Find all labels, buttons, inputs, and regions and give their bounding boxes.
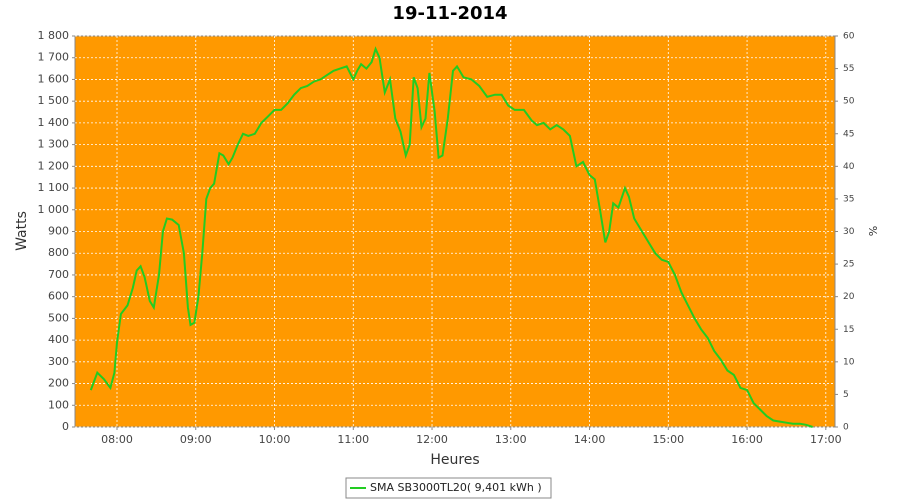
y-tick-label: 100 bbox=[48, 398, 69, 411]
y2-tick-label: 25 bbox=[843, 260, 854, 270]
y2-tick-label: 60 bbox=[843, 32, 855, 42]
y-tick-label: 200 bbox=[48, 377, 69, 390]
x-tick-label: 13:00 bbox=[495, 433, 527, 446]
y-tick-label: 1 700 bbox=[38, 51, 70, 64]
y-tick-label: 300 bbox=[48, 355, 69, 368]
y2-tick-label: 15 bbox=[843, 325, 854, 335]
y2-tick-label: 10 bbox=[843, 357, 855, 367]
legend-box bbox=[345, 477, 552, 499]
x-axis-label: Heures bbox=[430, 452, 479, 468]
y-tick-label: 600 bbox=[48, 290, 69, 303]
y2-tick-label: 40 bbox=[843, 162, 855, 172]
y-tick-label: 500 bbox=[48, 311, 69, 324]
y-tick-label: 1 100 bbox=[38, 181, 70, 194]
y-tick-label: 800 bbox=[48, 246, 69, 259]
y-tick-label: 1 800 bbox=[38, 29, 70, 42]
y-axis-label: Watts bbox=[14, 211, 30, 251]
x-tick-label: 17:00 bbox=[810, 433, 842, 446]
y2-tick-label: 45 bbox=[843, 129, 854, 139]
y-tick-label: 700 bbox=[48, 268, 69, 281]
y-tick-label: 900 bbox=[48, 225, 69, 238]
y-tick-label: 1 500 bbox=[38, 94, 70, 107]
x-tick-label: 10:00 bbox=[259, 433, 291, 446]
x-tick-label: 09:00 bbox=[180, 433, 212, 446]
y-tick-label: 0 bbox=[62, 420, 69, 433]
y2-tick-label: 55 bbox=[843, 64, 854, 74]
y2-tick-label: 0 bbox=[843, 423, 849, 433]
y-tick-label: 1 200 bbox=[38, 159, 70, 172]
chart-title: 19-11-2014 bbox=[392, 3, 507, 24]
y2-tick-label: 30 bbox=[843, 227, 855, 237]
x-tick-label: 16:00 bbox=[731, 433, 763, 446]
y2-tick-label: 50 bbox=[843, 97, 855, 107]
y-tick-label: 1 000 bbox=[38, 203, 70, 216]
y-tick-label: 1 400 bbox=[38, 116, 70, 129]
x-tick-label: 15:00 bbox=[652, 433, 684, 446]
y2-tick-label: 35 bbox=[843, 194, 854, 204]
y2-tick-label: 20 bbox=[843, 292, 855, 302]
y-tick-label: 1 300 bbox=[38, 138, 70, 151]
y2-axis-label: % bbox=[866, 226, 879, 236]
x-tick-label: 12:00 bbox=[416, 433, 448, 446]
legend-label: SMA SB3000TL20( 9,401 kWh ) bbox=[370, 481, 542, 494]
x-tick-label: 14:00 bbox=[574, 433, 606, 446]
y2-tick-label: 5 bbox=[843, 390, 849, 400]
x-tick-label: 11:00 bbox=[337, 433, 369, 446]
data-line bbox=[89, 46, 814, 428]
y-tick-label: 1 600 bbox=[38, 72, 70, 85]
x-tick-label: 08:00 bbox=[101, 433, 133, 446]
y-tick-label: 400 bbox=[48, 333, 69, 346]
